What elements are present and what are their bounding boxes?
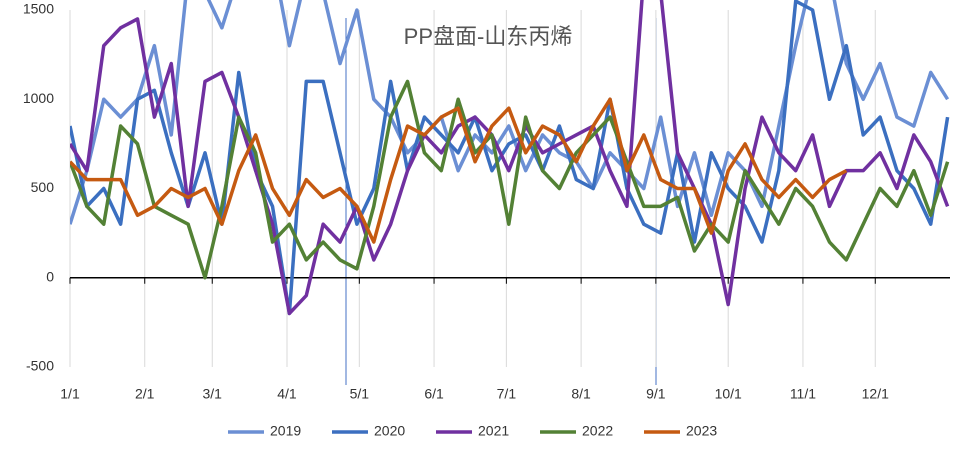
x-tick-label: 6/1 — [424, 386, 444, 402]
series-line — [70, 97, 848, 244]
series-line — [70, 0, 950, 316]
chart-title: PP盘面-山东丙烯 — [404, 24, 573, 49]
y-tick-label: 1500 — [23, 1, 54, 17]
legend-label: 2020 — [374, 423, 405, 439]
x-tick-label: 8/1 — [571, 386, 591, 402]
y-tick-label: -500 — [26, 358, 54, 374]
y-tick-label: 1000 — [23, 90, 54, 106]
x-tick-label: 10/1 — [715, 386, 742, 402]
legend-label: 2021 — [478, 423, 509, 439]
x-tick-label: 12/1 — [862, 386, 889, 402]
series-line — [70, 79, 950, 280]
plot-area — [70, 0, 950, 316]
x-tick-label: 11/1 — [790, 386, 816, 402]
legend-label: 2022 — [582, 423, 613, 439]
legend-label: 2019 — [270, 423, 301, 439]
y-tick-label: 500 — [31, 179, 55, 195]
x-tick-label: 7/1 — [497, 386, 517, 402]
y-tick-label: 0 — [46, 268, 54, 284]
x-tick-label: 3/1 — [203, 386, 223, 402]
x-tick-label: 5/1 — [350, 386, 370, 402]
series-line — [70, 0, 950, 225]
legend-label: 2023 — [686, 423, 717, 439]
x-tick-label: 2/1 — [135, 386, 155, 402]
x-tick-label: 9/1 — [646, 386, 666, 402]
x-tick-label: 4/1 — [277, 386, 297, 402]
x-tick-label: 1/1 — [60, 386, 80, 402]
series-line — [70, 0, 950, 316]
